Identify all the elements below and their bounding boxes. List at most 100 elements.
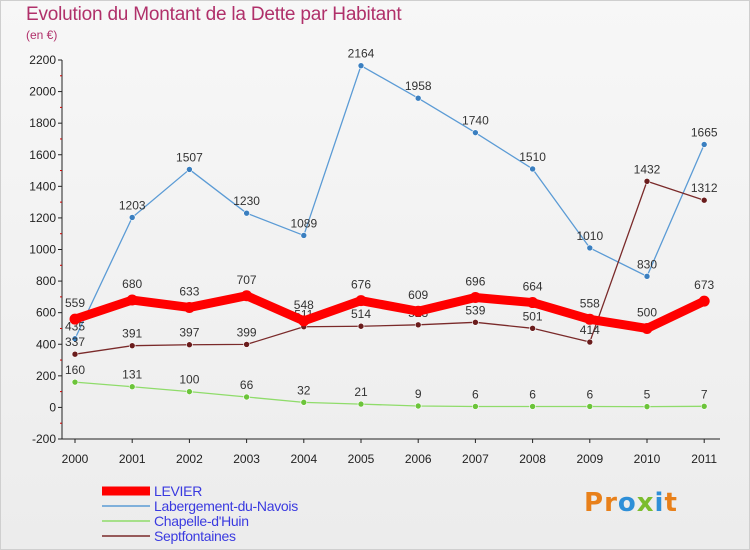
x-tick-label: 2006 [405, 452, 432, 466]
y-tick-label: 1600 [29, 148, 56, 162]
x-tick-label: 2004 [290, 452, 317, 466]
data-point-levier [698, 295, 710, 307]
data-label-levier: 696 [465, 275, 485, 289]
data-point-septfontaines [71, 350, 79, 358]
data-point-chapelle-d-huin [128, 383, 136, 391]
data-point-levier [298, 315, 310, 327]
data-label-chapelle-d-huin: 5 [644, 388, 651, 402]
data-point-chapelle-d-huin [643, 403, 651, 410]
legend-label-septfontaines: Septfontaines [154, 528, 236, 544]
legend-swatch-levier [102, 486, 150, 496]
data-label-chapelle-d-huin: 100 [179, 373, 199, 387]
y-tick-label: 1800 [29, 116, 56, 130]
data-label-septfontaines: 514 [351, 307, 371, 321]
data-label-chapelle-d-huin: 66 [240, 378, 254, 392]
data-label-levier: 558 [580, 296, 600, 310]
data-point-labergement-du-navois [128, 214, 136, 221]
data-label-levier: 673 [694, 278, 714, 292]
data-point-labergement-du-navois [643, 273, 651, 280]
data-point-levier [355, 295, 367, 307]
y-tick-label: 1400 [29, 179, 56, 193]
data-point-septfontaines [128, 342, 136, 349]
data-point-septfontaines [529, 325, 536, 332]
data-point-labergement-du-navois [300, 232, 308, 239]
data-point-chapelle-d-huin [300, 399, 308, 406]
x-tick-label: 2008 [519, 452, 546, 466]
data-label-levier: 500 [637, 305, 657, 319]
data-point-chapelle-d-huin [243, 393, 250, 401]
data-point-levier [527, 297, 539, 309]
data-point-labergement-du-navois [529, 165, 536, 173]
data-label-levier: 676 [351, 278, 371, 292]
data-label-levier: 664 [523, 280, 543, 294]
data-point-chapelle-d-huin [186, 388, 193, 395]
legend-label-levier: LEVIER [154, 483, 202, 499]
data-label-levier: 633 [179, 284, 199, 298]
data-point-septfontaines [186, 341, 193, 349]
data-point-labergement-du-navois [472, 129, 479, 136]
data-label-labergement-du-navois: 435 [65, 320, 85, 334]
data-point-levier [469, 292, 481, 304]
legend-label-chapelle: Chapelle-d'Huin [154, 513, 249, 529]
data-label-labergement-du-navois: 830 [637, 257, 657, 271]
data-label-chapelle-d-huin: 160 [65, 363, 85, 377]
data-label-labergement-du-navois: 1230 [233, 194, 260, 208]
y-tick-label: 1200 [29, 211, 56, 225]
x-tick-label: 2005 [348, 452, 375, 466]
data-label-chapelle-d-huin: 7 [701, 387, 708, 401]
data-label-chapelle-d-huin: 6 [586, 387, 593, 401]
proxiti-logo: Proxit [584, 488, 678, 518]
data-label-labergement-du-navois: 1089 [290, 216, 317, 230]
data-point-septfontaines [357, 322, 365, 330]
data-label-chapelle-d-huin: 6 [472, 387, 479, 401]
data-point-chapelle-d-huin [357, 400, 365, 408]
data-point-chapelle-d-huin [700, 403, 708, 410]
data-label-septfontaines: 1312 [691, 181, 718, 195]
data-point-septfontaines [414, 321, 422, 329]
x-tick-label: 2000 [62, 452, 89, 466]
data-point-labergement-du-navois [243, 209, 250, 217]
data-label-chapelle-d-huin: 9 [415, 387, 422, 401]
y-tick-label: 600 [36, 306, 56, 320]
y-tick-label: 1000 [29, 243, 56, 257]
data-point-labergement-du-navois [186, 166, 193, 173]
data-label-septfontaines: 397 [179, 326, 199, 340]
x-tick-label: 2007 [462, 452, 489, 466]
data-point-septfontaines [586, 338, 594, 346]
data-label-levier: 609 [408, 288, 428, 302]
data-label-labergement-du-navois: 1510 [519, 150, 546, 164]
y-tick-label: -200 [32, 432, 56, 446]
data-label-chapelle-d-huin: 32 [297, 383, 311, 397]
data-point-levier [641, 322, 653, 334]
data-point-chapelle-d-huin [529, 403, 536, 410]
data-point-labergement-du-navois [357, 62, 365, 69]
x-tick-label: 2001 [119, 452, 146, 466]
y-tick-label: 0 [49, 400, 56, 414]
data-label-levier: 559 [65, 296, 85, 310]
x-tick-label: 2003 [233, 452, 260, 466]
data-label-labergement-du-navois: 1740 [462, 114, 489, 128]
data-point-labergement-du-navois [414, 94, 422, 102]
data-label-chapelle-d-huin: 131 [122, 368, 142, 382]
series-line-levier [70, 291, 709, 333]
y-tick-label: 800 [36, 274, 56, 288]
data-point-labergement-du-navois [586, 244, 594, 252]
data-point-chapelle-d-huin [71, 378, 79, 386]
series-line-septfontaines [74, 180, 705, 355]
series-line-chapelle-d-huin [74, 381, 705, 408]
data-label-septfontaines: 414 [580, 323, 600, 337]
y-tick-label: 2000 [29, 85, 56, 99]
data-point-levier [241, 290, 253, 302]
data-point-levier [183, 301, 195, 313]
data-point-septfontaines [472, 318, 479, 326]
series-line-labergement-du-navois [74, 65, 705, 340]
legend-swatch-labergement [102, 505, 150, 507]
data-label-labergement-du-navois: 1665 [691, 125, 718, 139]
data-point-septfontaines [643, 177, 651, 185]
data-point-levier [69, 313, 81, 325]
data-point-chapelle-d-huin [472, 403, 479, 410]
y-tick-label: 200 [36, 369, 56, 383]
chart-subtitle: (en €) [26, 28, 58, 42]
data-point-levier [126, 294, 138, 306]
